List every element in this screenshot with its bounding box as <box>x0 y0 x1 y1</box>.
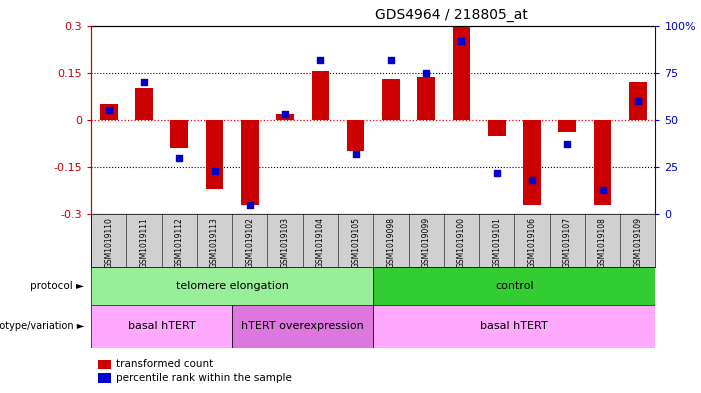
Bar <box>559 120 576 132</box>
Text: GSM1019113: GSM1019113 <box>210 217 219 268</box>
Text: GSM1019098: GSM1019098 <box>386 217 395 268</box>
Bar <box>91 305 232 348</box>
Point <box>597 187 608 193</box>
Text: transformed count: transformed count <box>116 359 214 369</box>
Point <box>138 79 149 85</box>
Bar <box>374 267 655 305</box>
Point <box>209 168 220 174</box>
Bar <box>135 88 153 120</box>
Point <box>280 111 291 118</box>
Text: hTERT overexpression: hTERT overexpression <box>241 321 364 331</box>
Text: GSM1019105: GSM1019105 <box>351 217 360 268</box>
Text: GSM1019106: GSM1019106 <box>527 217 536 268</box>
Bar <box>206 120 224 189</box>
Bar <box>347 120 365 151</box>
Text: GSM1019102: GSM1019102 <box>245 217 254 268</box>
Point <box>350 151 361 157</box>
Text: basal hTERT: basal hTERT <box>128 321 196 331</box>
Text: GSM1019099: GSM1019099 <box>422 217 430 268</box>
Text: protocol ►: protocol ► <box>30 281 84 291</box>
Bar <box>241 120 259 205</box>
Text: telomere elongation: telomere elongation <box>176 281 289 291</box>
Text: control: control <box>495 281 533 291</box>
Text: GSM1019108: GSM1019108 <box>598 217 607 268</box>
Text: GSM1019111: GSM1019111 <box>139 217 149 268</box>
Bar <box>382 79 400 120</box>
Point <box>491 169 503 176</box>
Bar <box>374 305 655 348</box>
Text: genotype/variation ►: genotype/variation ► <box>0 321 84 331</box>
Bar <box>232 305 374 348</box>
Bar <box>311 71 329 120</box>
Text: GSM1019112: GSM1019112 <box>175 217 184 268</box>
Point <box>632 98 644 104</box>
Point <box>174 154 185 161</box>
Point <box>103 107 114 114</box>
Bar <box>488 120 505 136</box>
Text: basal hTERT: basal hTERT <box>480 321 548 331</box>
Text: GSM1019109: GSM1019109 <box>633 217 642 268</box>
Bar <box>417 77 435 120</box>
Text: GDS4964 / 218805_at: GDS4964 / 218805_at <box>375 8 528 22</box>
Point <box>456 37 467 44</box>
Bar <box>594 120 611 205</box>
Text: GSM1019104: GSM1019104 <box>316 217 325 268</box>
Text: GSM1019103: GSM1019103 <box>280 217 290 268</box>
Bar <box>100 104 118 120</box>
Bar <box>453 26 470 120</box>
Text: GSM1019101: GSM1019101 <box>492 217 501 268</box>
Bar <box>629 82 646 120</box>
Text: GSM1019110: GSM1019110 <box>104 217 114 268</box>
Point <box>421 70 432 76</box>
Bar <box>276 114 294 120</box>
Bar <box>91 267 374 305</box>
Text: GSM1019100: GSM1019100 <box>457 217 466 268</box>
Point <box>386 56 397 62</box>
Text: GSM1019107: GSM1019107 <box>563 217 572 268</box>
Point <box>315 56 326 62</box>
Point <box>562 141 573 147</box>
Point <box>244 202 255 208</box>
Point <box>526 177 538 184</box>
Text: percentile rank within the sample: percentile rank within the sample <box>116 373 292 383</box>
Bar <box>170 120 188 148</box>
Bar <box>523 120 540 205</box>
